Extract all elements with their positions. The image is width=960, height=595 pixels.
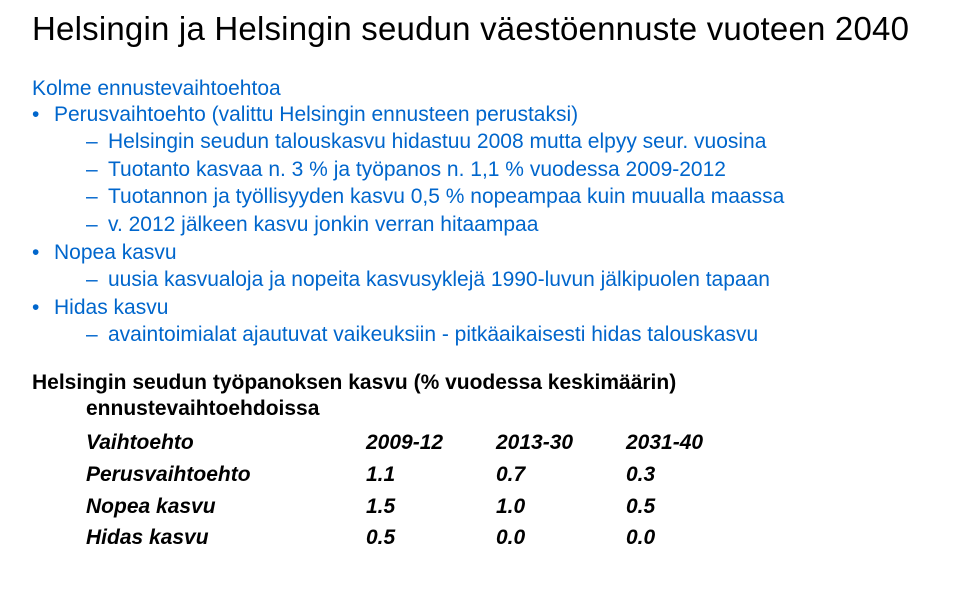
- cell: Nopea kasvu: [86, 491, 366, 523]
- cell: 0.5: [626, 491, 756, 523]
- page-title: Helsingin ja Helsingin seudun väestöennu…: [32, 10, 928, 48]
- table-heading-line2: ennustevaihtoehdoissa: [86, 396, 928, 422]
- slide: Helsingin ja Helsingin seudun väestöennu…: [0, 0, 960, 595]
- cell: 0.3: [626, 459, 756, 491]
- list-subitem-label: Helsingin seudun talouskasvu hidastuu 20…: [108, 130, 766, 153]
- list-subitem: –avaintoimialat ajautuvat vaikeuksiin - …: [86, 322, 928, 348]
- list-subitem-label: Tuotanto kasvaa n. 3 % ja työpanos n. 1,…: [108, 158, 726, 181]
- list-subitem: –v. 2012 jälkeen kasvu jonkin verran hit…: [86, 212, 928, 238]
- col-header: 2013-30: [496, 427, 626, 459]
- cell: 1.5: [366, 491, 496, 523]
- list-subitem-label: v. 2012 jälkeen kasvu jonkin verran hita…: [108, 213, 538, 236]
- table-row: Nopea kasvu 1.5 1.0 0.5: [86, 491, 756, 523]
- dash-icon: –: [86, 267, 108, 293]
- col-header: Vaihtoehto: [86, 427, 366, 459]
- body: Kolme ennustevaihtoehtoa •Perusvaihtoeht…: [32, 76, 928, 554]
- list-subitem: –Tuotannon ja työllisyyden kasvu 0,5 % n…: [86, 184, 928, 210]
- list-subitem-label: Tuotannon ja työllisyyden kasvu 0,5 % no…: [108, 185, 784, 208]
- cell: 0.7: [496, 459, 626, 491]
- list-item: •Perusvaihtoehto (valittu Helsingin ennu…: [32, 102, 928, 128]
- col-header: 2031-40: [626, 427, 756, 459]
- dash-icon: –: [86, 322, 108, 348]
- list-item: •Nopea kasvu: [32, 240, 928, 266]
- col-header: 2009-12: [366, 427, 496, 459]
- cell: 1.0: [496, 491, 626, 523]
- bullet-icon: •: [32, 295, 54, 321]
- list-subitem-label: uusia kasvualoja ja nopeita kasvusyklejä…: [108, 268, 770, 291]
- bullet-icon: •: [32, 240, 54, 266]
- dash-icon: –: [86, 184, 108, 210]
- list-item: •Hidas kasvu: [32, 295, 928, 321]
- list-item-label: Perusvaihtoehto (valittu Helsingin ennus…: [54, 103, 578, 126]
- intro-line: Kolme ennustevaihtoehtoa: [32, 76, 928, 102]
- cell: 0.0: [626, 522, 756, 554]
- cell: 0.0: [496, 522, 626, 554]
- list-subitem: –uusia kasvualoja ja nopeita kasvusyklej…: [86, 267, 928, 293]
- list-item-label: Nopea kasvu: [54, 241, 177, 264]
- dash-icon: –: [86, 212, 108, 238]
- data-table: Vaihtoehto 2009-12 2013-30 2031-40 Perus…: [86, 427, 756, 553]
- table-heading-line1: Helsingin seudun työpanoksen kasvu (% vu…: [32, 371, 676, 394]
- table-row: Hidas kasvu 0.5 0.0 0.0: [86, 522, 756, 554]
- cell: 0.5: [366, 522, 496, 554]
- table-heading: Helsingin seudun työpanoksen kasvu (% vu…: [32, 370, 928, 421]
- dash-icon: –: [86, 129, 108, 155]
- table-header-row: Vaihtoehto 2009-12 2013-30 2031-40: [86, 427, 756, 459]
- table: Vaihtoehto 2009-12 2013-30 2031-40 Perus…: [86, 427, 928, 553]
- list-subitem-label: avaintoimialat ajautuvat vaikeuksiin - p…: [108, 323, 758, 346]
- cell: Hidas kasvu: [86, 522, 366, 554]
- table-row: Perusvaihtoehto 1.1 0.7 0.3: [86, 459, 756, 491]
- list-item-label: Hidas kasvu: [54, 296, 168, 319]
- list-subitem: –Tuotanto kasvaa n. 3 % ja työpanos n. 1…: [86, 157, 928, 183]
- dash-icon: –: [86, 157, 108, 183]
- list-subitem: –Helsingin seudun talouskasvu hidastuu 2…: [86, 129, 928, 155]
- bullet-icon: •: [32, 102, 54, 128]
- cell: 1.1: [366, 459, 496, 491]
- cell: Perusvaihtoehto: [86, 459, 366, 491]
